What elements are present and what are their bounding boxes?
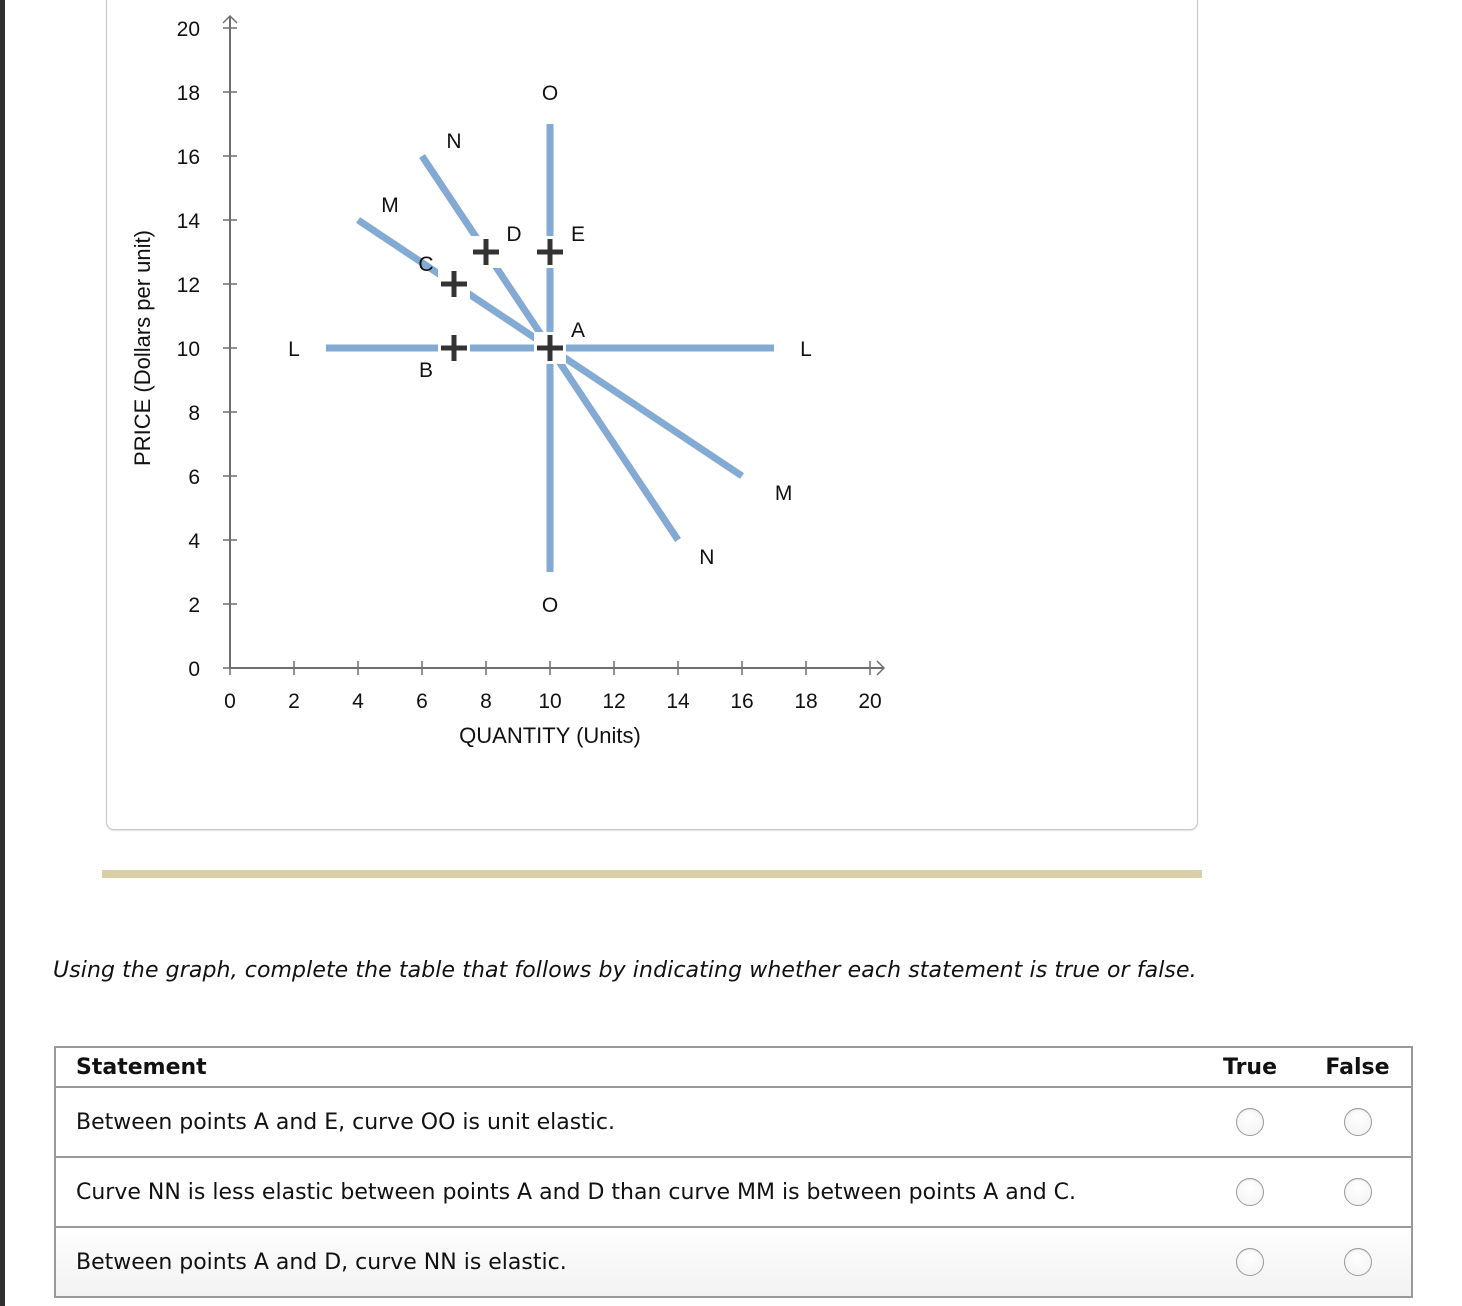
x-tick-label: 6 [416,690,428,713]
x-tick-label: 12 [602,690,625,713]
x-axis-label: QUANTITY (Units) [459,723,641,748]
y-tick-label: 16 [177,146,200,169]
radio-false-row-1[interactable] [1343,1108,1372,1136]
curve-end-label: M [381,194,399,217]
x-tick-label: 18 [794,690,817,713]
section-divider [102,870,1202,878]
point-label-c: C [418,253,433,276]
radio-false-row-2[interactable] [1343,1178,1372,1206]
radio-false-row-3[interactable] [1343,1248,1372,1276]
y-tick-label: 2 [188,594,200,617]
y-tick-label: 4 [188,530,200,553]
true-false-table: Statement True False Between points A an… [54,1046,1413,1298]
y-tick-label: 12 [177,274,200,297]
point-label-b: B [419,359,433,382]
point-label-a: A [571,319,585,342]
y-tick-label: 0 [188,658,200,681]
table-header-row: Statement True False [56,1048,1411,1086]
demand-curves-chart: 0 2 4 6 8 10 12 14 16 18 20 0 2 4 6 8 10 12 14 16 18 20 QUANTI… [130,14,886,748]
y-tick-label: 6 [188,466,200,489]
instruction-text: Using the graph, complete the table that… [53,958,1197,983]
window-edge [0,0,5,1306]
curve-end-label: L [288,338,300,361]
x-tick-label: 8 [480,690,492,713]
header-true: True [1222,1054,1278,1080]
x-tick-label: 14 [666,690,690,713]
curve-end-label: N [446,130,461,153]
table-row: Between points A and E, curve OO is unit… [56,1086,1411,1156]
y-tick-label: 8 [188,402,200,425]
x-tick-label: 10 [538,690,561,713]
point-label-d: D [506,223,521,246]
y-tick-label: 10 [177,338,200,361]
y-tick-label: 14 [177,210,201,233]
radio-true-row-2[interactable] [1236,1178,1264,1206]
y-tick-label: 18 [177,82,200,105]
x-tick-label: 4 [352,690,364,713]
curve-end-label: L [800,338,812,361]
curve-end-label: O [542,82,558,105]
x-axis-arrow-icon [876,660,886,676]
y-axis-label: PRICE (Dollars per unit) [130,230,155,466]
x-tick-label: 20 [858,690,881,713]
y-tick-label: 20 [177,18,200,41]
radio-true-row-3[interactable] [1236,1248,1264,1276]
curve-end-label: O [542,594,558,617]
x-tick-label: 0 [224,690,236,713]
table-row: Curve NN is less elastic between points … [56,1156,1411,1226]
x-tick-label: 16 [730,690,753,713]
header-statement: Statement [76,1054,207,1080]
curve-end-label: N [699,546,714,569]
point-label-e: E [571,223,585,246]
statement-text: Between points A and D, curve NN is elas… [76,1249,567,1275]
x-tick-label: 2 [288,690,300,713]
y-axis-arrow-icon [222,14,238,24]
curve-end-label: M [775,482,793,505]
table-row: Between points A and D, curve NN is elas… [56,1226,1411,1296]
header-false: False [1325,1054,1390,1080]
statement-text: Between points A and E, curve OO is unit… [76,1109,615,1135]
radio-true-row-1[interactable] [1236,1108,1264,1136]
statement-text: Curve NN is less elastic between points … [76,1179,1077,1205]
